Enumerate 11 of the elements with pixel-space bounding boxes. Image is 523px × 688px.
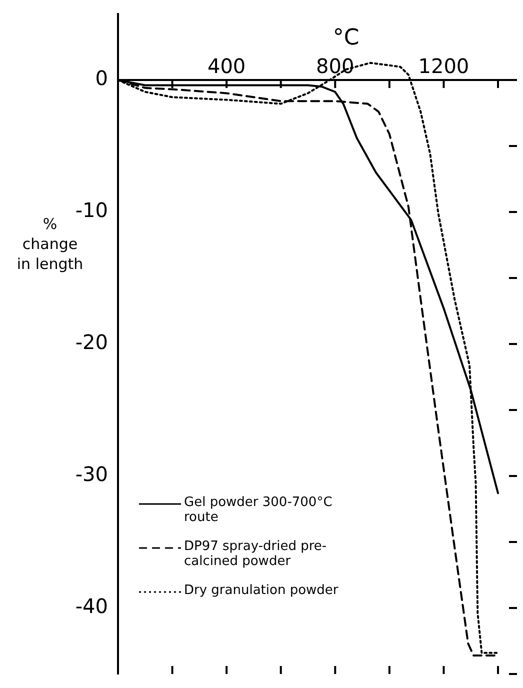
x-tick-label: 400 [207,54,246,78]
y-tick-label: -20 [75,330,108,354]
y-tick-label: 0 [95,66,108,90]
y-tick-label: -30 [75,462,108,486]
x-tick-label: 800 [316,54,354,78]
x-axis-title: °C [332,26,360,51]
legend-label: Dry granulation powder [184,583,338,598]
x-tick-label: 1200 [418,54,470,78]
legend-label: DP97 spray-dried pre-calcined powder [184,539,328,569]
legend-label: Gel powder 300-700°C route [184,495,334,525]
y-tick-label: -40 [75,594,108,618]
